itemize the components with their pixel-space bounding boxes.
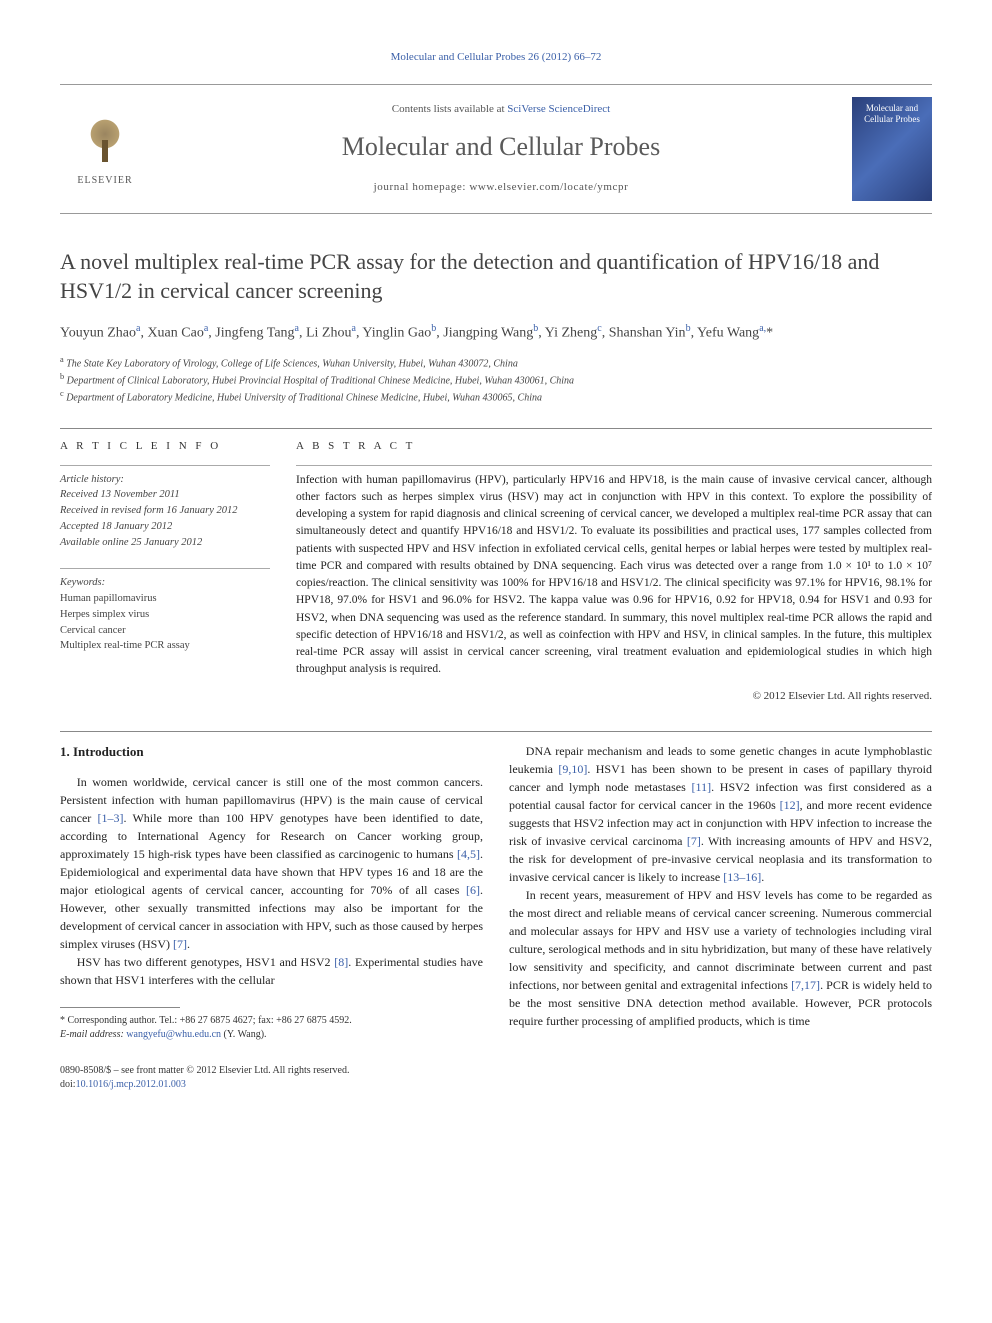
citation-ref[interactable]: [8] [334,955,348,969]
citation-ref[interactable]: [1–3] [97,811,123,825]
keyword-item: Cervical cancer [60,623,270,639]
history-revised: Received in revised form 16 January 2012 [60,503,270,519]
keyword-item: Human papillomavirus [60,591,270,607]
abstract-copyright: © 2012 Elsevier Ltd. All rights reserved… [296,689,932,705]
body-paragraph: In recent years, measurement of HPV and … [509,886,932,1030]
body-paragraph: In women worldwide, cervical cancer is s… [60,773,483,953]
keywords-block: Keywords: Human papillomavirusHerpes sim… [60,575,270,654]
citation-ref[interactable]: [7,17] [791,978,820,992]
corresponding-author-footnote: * Corresponding author. Tel.: +86 27 687… [60,1014,483,1042]
affiliation-line: a The State Key Laboratory of Virology, … [60,354,932,371]
homepage-prefix: journal homepage: [374,181,470,193]
email-suffix: (Y. Wang). [221,1029,267,1040]
affiliations-block: a The State Key Laboratory of Virology, … [60,354,932,406]
keyword-item: Herpes simplex virus [60,607,270,623]
doi-link[interactable]: 10.1016/j.mcp.2012.01.003 [76,1079,186,1090]
history-head: Article history: [60,472,270,488]
footnote-rule [60,1007,180,1008]
citation-ref[interactable]: [6] [466,883,480,897]
article-info-label: A R T I C L E I N F O [60,439,270,455]
cover-title: Molecular and Cellular Probes [858,103,926,125]
keywords-head: Keywords: [60,575,270,591]
article-title: A novel multiplex real-time PCR assay fo… [60,248,932,305]
article-history-block: Article history: Received 13 November 20… [60,472,270,551]
info-rule-2 [60,568,270,569]
journal-reference: Molecular and Cellular Probes 26 (2012) … [60,50,932,66]
citation-ref[interactable]: [11] [692,780,712,794]
homepage-url[interactable]: www.elsevier.com/locate/ymcpr [469,181,628,193]
abstract-rule [296,465,932,466]
citation-ref[interactable]: [7] [687,834,701,848]
page-footer: 0890-8508/$ – see front matter © 2012 El… [60,1064,932,1092]
body-paragraph: DNA repair mechanism and leads to some g… [509,742,932,886]
body-columns: 1. Introduction In women worldwide, cerv… [60,742,932,1043]
elsevier-tree-icon [75,110,135,170]
abstract-text: Infection with human papillomavirus (HPV… [296,472,932,679]
masthead-center: Contents lists available at SciVerse Sci… [150,102,852,196]
affiliation-line: b Department of Clinical Laboratory, Hub… [60,371,932,388]
article-info-column: A R T I C L E I N F O Article history: R… [60,439,270,705]
doi-line: doi:10.1016/j.mcp.2012.01.003 [60,1078,932,1092]
email-line: E-mail address: wangyefu@whu.edu.cn (Y. … [60,1028,483,1042]
doi-prefix: doi: [60,1079,76,1090]
body-left-column: 1. Introduction In women worldwide, cerv… [60,742,483,1043]
email-label: E-mail address: [60,1029,126,1040]
masthead: ELSEVIER Contents lists available at Sci… [60,84,932,214]
affiliation-line: c Department of Laboratory Medicine, Hub… [60,388,932,405]
abstract-label: A B S T R A C T [296,439,932,455]
front-matter-line: 0890-8508/$ – see front matter © 2012 El… [60,1064,932,1078]
abstract-column: A B S T R A C T Infection with human pap… [296,439,932,705]
sciencedirect-link[interactable]: SciVerse ScienceDirect [507,103,610,115]
info-rule-1 [60,465,270,466]
citation-ref[interactable]: [4,5] [457,847,480,861]
keyword-item: Multiplex real-time PCR assay [60,638,270,654]
email-link[interactable]: wangyefu@whu.edu.cn [126,1029,221,1040]
contents-prefix: Contents lists available at [392,103,507,115]
history-online: Available online 25 January 2012 [60,535,270,551]
journal-cover-thumbnail: Molecular and Cellular Probes [852,97,932,201]
contents-available-line: Contents lists available at SciVerse Sci… [150,102,852,118]
body-paragraph: HSV has two different genotypes, HSV1 an… [60,953,483,989]
corr-author-line: * Corresponding author. Tel.: +86 27 687… [60,1014,483,1028]
history-accepted: Accepted 18 January 2012 [60,519,270,535]
journal-name: Molecular and Cellular Probes [150,128,852,166]
info-abstract-row: A R T I C L E I N F O Article history: R… [60,439,932,705]
divider-top [60,428,932,429]
citation-ref[interactable]: [13–16] [723,870,761,884]
authors-line: Youyun Zhaoa, Xuan Caoa, Jingfeng Tanga,… [60,321,932,344]
page-root: Molecular and Cellular Probes 26 (2012) … [0,0,992,1132]
history-received: Received 13 November 2011 [60,487,270,503]
journal-homepage-line: journal homepage: www.elsevier.com/locat… [150,180,852,196]
section-heading-introduction: 1. Introduction [60,742,483,762]
citation-ref[interactable]: [7] [173,937,187,951]
citation-ref[interactable]: [9,10] [558,762,587,776]
body-right-column: DNA repair mechanism and leads to some g… [509,742,932,1043]
divider-bottom [60,731,932,732]
publisher-label: ELSEVIER [60,174,150,189]
publisher-logo-block: ELSEVIER [60,110,150,189]
citation-ref[interactable]: [12] [780,798,800,812]
